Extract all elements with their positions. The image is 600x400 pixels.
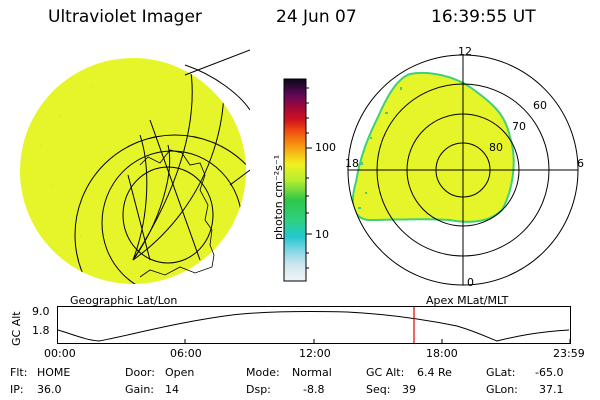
glon-value: 37.1 <box>539 383 564 396</box>
time-tick-0600: 06:00 <box>170 347 202 360</box>
earth-disk <box>20 58 246 284</box>
mlt-label-12: 12 <box>458 45 472 58</box>
lat-label-70: 70 <box>512 120 526 133</box>
colorbar-label: photon cm⁻²s⁻¹ <box>272 154 285 240</box>
mlt-label-18: 18 <box>345 157 359 170</box>
altitude-tick-9: 9.0 <box>32 305 50 318</box>
glat-value: -65.0 <box>535 366 564 379</box>
mode-value: Normal <box>292 366 332 379</box>
flight-value: HOME <box>37 366 71 379</box>
mode-label: Mode: <box>246 366 280 379</box>
gc-alt-value: 6.4 Re <box>417 366 452 379</box>
geographic-image <box>20 49 250 284</box>
orbit-track-lines <box>184 49 250 186</box>
polar-grid <box>347 54 579 286</box>
glat-label: GLat: <box>486 366 516 379</box>
instrument-title: Ultraviolet Imager <box>48 7 202 27</box>
time-tick-1800: 18:00 <box>426 347 458 360</box>
altitude-curve <box>57 310 570 342</box>
auroral-emission <box>351 71 515 223</box>
glon-label: GLon: <box>486 383 518 396</box>
apex-caption: Apex MLat/MLT <box>426 294 509 307</box>
colorbar-tick-10: 10 <box>315 228 329 241</box>
time-tick-2359: 23:59 <box>553 347 585 360</box>
colorbar-tick-100: 100 <box>315 141 336 154</box>
lat-label-80: 80 <box>489 141 503 154</box>
dsp-label: Dsp: <box>246 383 271 396</box>
ip-label: IP: <box>10 383 24 396</box>
lat-label-60: 60 <box>533 99 547 112</box>
mlt-label-0: 0 <box>467 276 474 289</box>
colorbar <box>283 78 312 282</box>
ip-value: 36.0 <box>37 383 62 396</box>
coastline <box>139 149 215 278</box>
door-value: Open <box>165 366 195 379</box>
altitude-tick-1-8: 1.8 <box>32 324 50 337</box>
door-label: Door: <box>125 366 155 379</box>
polar-plot <box>347 54 579 286</box>
altitude-timeline <box>57 306 571 344</box>
time-tick-0000: 00:00 <box>44 347 76 360</box>
geo-caption: Geographic Lat/Lon <box>70 294 178 307</box>
flight-label: Flt: <box>10 366 28 379</box>
altitude-axis-title: GC Alt <box>10 311 23 346</box>
time-tick-1200: 12:00 <box>299 347 331 360</box>
image-time: 16:39:55 UT <box>431 7 536 27</box>
seq-label: Seq: <box>366 383 391 396</box>
gain-label: Gain: <box>125 383 154 396</box>
gc-alt-label: GC Alt: <box>366 366 405 379</box>
mlt-label-6: 6 <box>577 157 584 170</box>
gain-value: 14 <box>165 383 179 396</box>
dsp-value: -8.8 <box>303 383 325 396</box>
image-date: 24 Jun 07 <box>276 7 357 27</box>
seq-value: 39 <box>402 383 416 396</box>
